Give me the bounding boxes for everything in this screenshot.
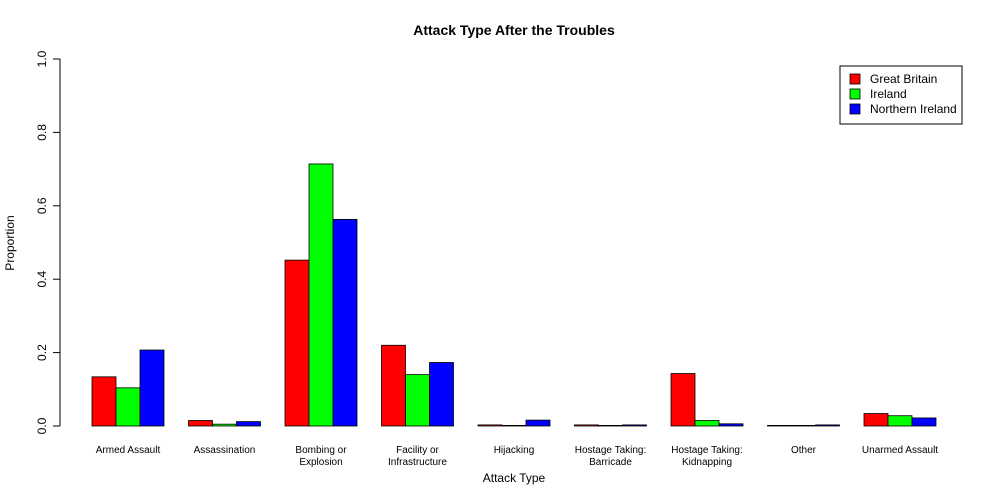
bar bbox=[91, 376, 117, 427]
y-tick-label: 0.0 bbox=[35, 417, 49, 434]
bar bbox=[622, 424, 647, 427]
bar bbox=[574, 424, 599, 427]
chart-title: Attack Type After the Troubles bbox=[413, 22, 615, 38]
category-label: Assassination bbox=[194, 445, 256, 456]
category-label: Unarmed Assault bbox=[862, 445, 938, 456]
category-label: Hostage Taking: bbox=[671, 445, 743, 456]
bar bbox=[694, 420, 720, 427]
bar bbox=[598, 424, 623, 427]
category-label: Hostage Taking: bbox=[575, 445, 647, 456]
bar bbox=[308, 163, 334, 427]
legend-swatch bbox=[849, 103, 861, 115]
legend-swatch bbox=[849, 73, 861, 85]
legend-label: Great Britain bbox=[870, 72, 937, 86]
bar bbox=[212, 423, 237, 427]
bar bbox=[188, 420, 213, 427]
category-label: Armed Assault bbox=[96, 445, 161, 456]
y-tick-label: 0.8 bbox=[35, 124, 49, 141]
bar bbox=[718, 423, 744, 427]
category-label: Explosion bbox=[299, 457, 342, 468]
bar bbox=[115, 387, 141, 427]
y-tick-label: 1.0 bbox=[35, 50, 49, 67]
bar bbox=[791, 424, 816, 427]
bars-group bbox=[91, 163, 937, 427]
category-labels: Armed Assault Assassination Bombing orExpl… bbox=[96, 445, 939, 468]
bar bbox=[815, 424, 840, 427]
y-tick-label: 0.2 bbox=[35, 344, 49, 361]
category-label: Bombing or bbox=[295, 445, 347, 456]
bar bbox=[887, 415, 913, 427]
category-label: Barricade bbox=[589, 457, 632, 468]
bar bbox=[863, 413, 889, 427]
bar bbox=[236, 421, 261, 427]
category-label: Hijacking bbox=[494, 445, 535, 456]
bar bbox=[767, 424, 792, 427]
bar bbox=[405, 374, 430, 427]
bar bbox=[332, 218, 358, 427]
bar bbox=[525, 419, 551, 427]
bar bbox=[139, 349, 165, 427]
y-axis: 0.0 0.2 0.4 0.6 0.8 1.0 bbox=[35, 50, 61, 434]
legend-label: Northern Ireland bbox=[870, 102, 957, 116]
bar bbox=[477, 424, 503, 427]
bar bbox=[381, 344, 406, 427]
bar bbox=[284, 259, 310, 427]
category-label: Facility or bbox=[396, 445, 439, 456]
bar bbox=[429, 362, 454, 427]
legend-label: Ireland bbox=[870, 87, 907, 101]
y-tick-label: 0.6 bbox=[35, 197, 49, 214]
y-tick-label: 0.4 bbox=[35, 271, 49, 288]
legend-swatch bbox=[849, 88, 861, 100]
category-label: Infrastructure bbox=[388, 457, 447, 468]
bar bbox=[911, 417, 937, 427]
x-axis-label: Attack Type bbox=[483, 471, 546, 485]
category-label: Kidnapping bbox=[682, 457, 732, 468]
y-axis-label: Proportion bbox=[3, 215, 17, 270]
bar bbox=[670, 373, 696, 427]
category-label: Other bbox=[791, 445, 817, 456]
bar bbox=[501, 424, 527, 427]
